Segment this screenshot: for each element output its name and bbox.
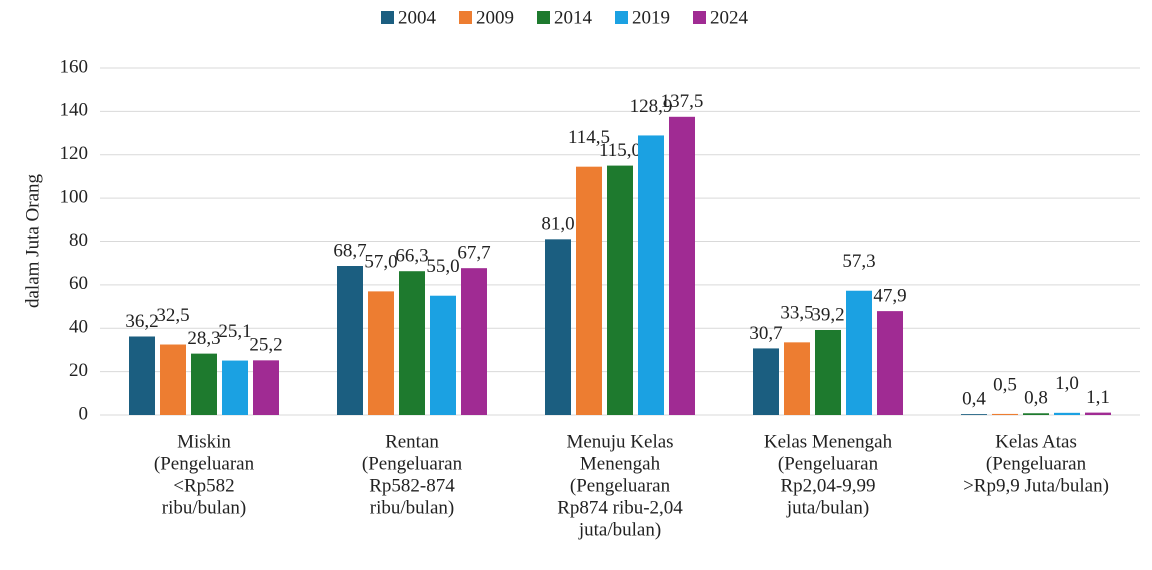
bar (753, 348, 779, 415)
bar (607, 165, 633, 415)
legend-label: 2004 (398, 7, 437, 28)
bar (399, 271, 425, 415)
bar (784, 342, 810, 415)
x-tick-label: juta/bulan) (786, 497, 869, 518)
x-tick-label: juta/bulan) (578, 519, 661, 540)
bar (877, 311, 903, 415)
bar (191, 353, 217, 415)
x-tick-label: ribu/bulan) (370, 497, 454, 518)
legend-swatch (693, 11, 706, 24)
x-tick-label: Rp582-874 (369, 475, 455, 496)
x-tick-label: Menuju Kelas (566, 431, 673, 452)
x-tick-label: Rp2,04-9,99 (781, 475, 876, 496)
bar (160, 344, 186, 415)
bar (992, 413, 1018, 415)
bar (430, 295, 456, 415)
legend-swatch (537, 11, 550, 24)
y-tick-label: 120 (60, 143, 89, 164)
y-tick-label: 140 (60, 100, 89, 121)
y-axis-label: dalam Juta Orang (22, 173, 43, 308)
data-label: 55,0 (426, 256, 459, 277)
x-tick-label: Kelas Atas (995, 431, 1077, 452)
data-label: 68,7 (333, 240, 366, 261)
data-label: 67,7 (457, 243, 490, 264)
x-tick-label: Kelas Menengah (764, 431, 893, 452)
data-label: 1,1 (1086, 387, 1110, 408)
x-tick-label: (Pengeluaran (570, 475, 671, 496)
data-label: 0,4 (962, 388, 986, 409)
bar (1023, 413, 1049, 415)
data-label: 25,1 (218, 321, 251, 342)
bar (815, 329, 841, 415)
y-tick-label: 60 (69, 273, 88, 294)
bar (222, 360, 248, 415)
x-tick-label: (Pengeluaran (778, 453, 879, 474)
bar (253, 360, 279, 415)
data-label: 57,3 (842, 251, 875, 272)
data-label: 115,0 (599, 140, 641, 161)
data-label: 25,2 (249, 335, 282, 356)
bar (368, 291, 394, 415)
data-label: 66,3 (395, 246, 428, 267)
bar (545, 239, 571, 415)
bar (1054, 412, 1080, 415)
legend-swatch (459, 11, 472, 24)
x-tick-label: (Pengeluaran (154, 453, 255, 474)
x-tick-label: Rp874 ribu-2,04 (557, 497, 683, 518)
bar (638, 135, 664, 415)
x-tick-label: ribu/bulan) (162, 497, 246, 518)
legend-label: 2009 (476, 7, 514, 28)
bar (846, 290, 872, 415)
data-label: 137,5 (661, 91, 704, 112)
data-label: 30,7 (749, 323, 782, 344)
bar (337, 266, 363, 415)
data-label: 57,0 (364, 252, 397, 273)
data-label: 39,2 (811, 304, 844, 325)
data-label: 0,5 (993, 374, 1017, 395)
y-tick-label: 0 (79, 403, 89, 424)
data-label: 33,5 (780, 303, 813, 324)
data-label: 0,8 (1024, 388, 1048, 409)
legend-swatch (381, 11, 394, 24)
x-tick-label: Rentan (385, 431, 439, 452)
data-label: 47,9 (873, 285, 906, 306)
bar (669, 116, 695, 415)
x-tick-label: <Rp582 (173, 475, 234, 496)
y-tick-label: 40 (69, 317, 88, 338)
data-label: 128,9 (630, 96, 673, 117)
bar (961, 414, 987, 415)
x-tick-label: Miskin (177, 431, 231, 452)
y-tick-label: 160 (60, 56, 89, 77)
y-tick-label: 20 (69, 360, 88, 381)
data-label: 36,2 (125, 311, 158, 332)
x-tick-label: (Pengeluaran (362, 453, 463, 474)
y-tick-label: 80 (69, 230, 88, 251)
legend-label: 2019 (632, 7, 670, 28)
x-tick-label: Menengah (580, 453, 661, 474)
data-label: 1,0 (1055, 373, 1079, 394)
data-label: 114,5 (568, 127, 610, 148)
data-label: 28,3 (187, 328, 220, 349)
data-label: 32,5 (156, 305, 189, 326)
bar (576, 166, 602, 415)
x-tick-label: >Rp9,9 Juta/bulan) (963, 475, 1109, 496)
y-tick-label: 100 (60, 186, 89, 207)
bar (129, 336, 155, 415)
bar (461, 268, 487, 415)
data-label: 81,0 (541, 214, 574, 235)
x-tick-label: (Pengeluaran (986, 453, 1087, 474)
legend-label: 2024 (710, 7, 749, 28)
bar (1085, 412, 1111, 415)
legend-label: 2014 (554, 7, 593, 28)
legend-swatch (615, 11, 628, 24)
